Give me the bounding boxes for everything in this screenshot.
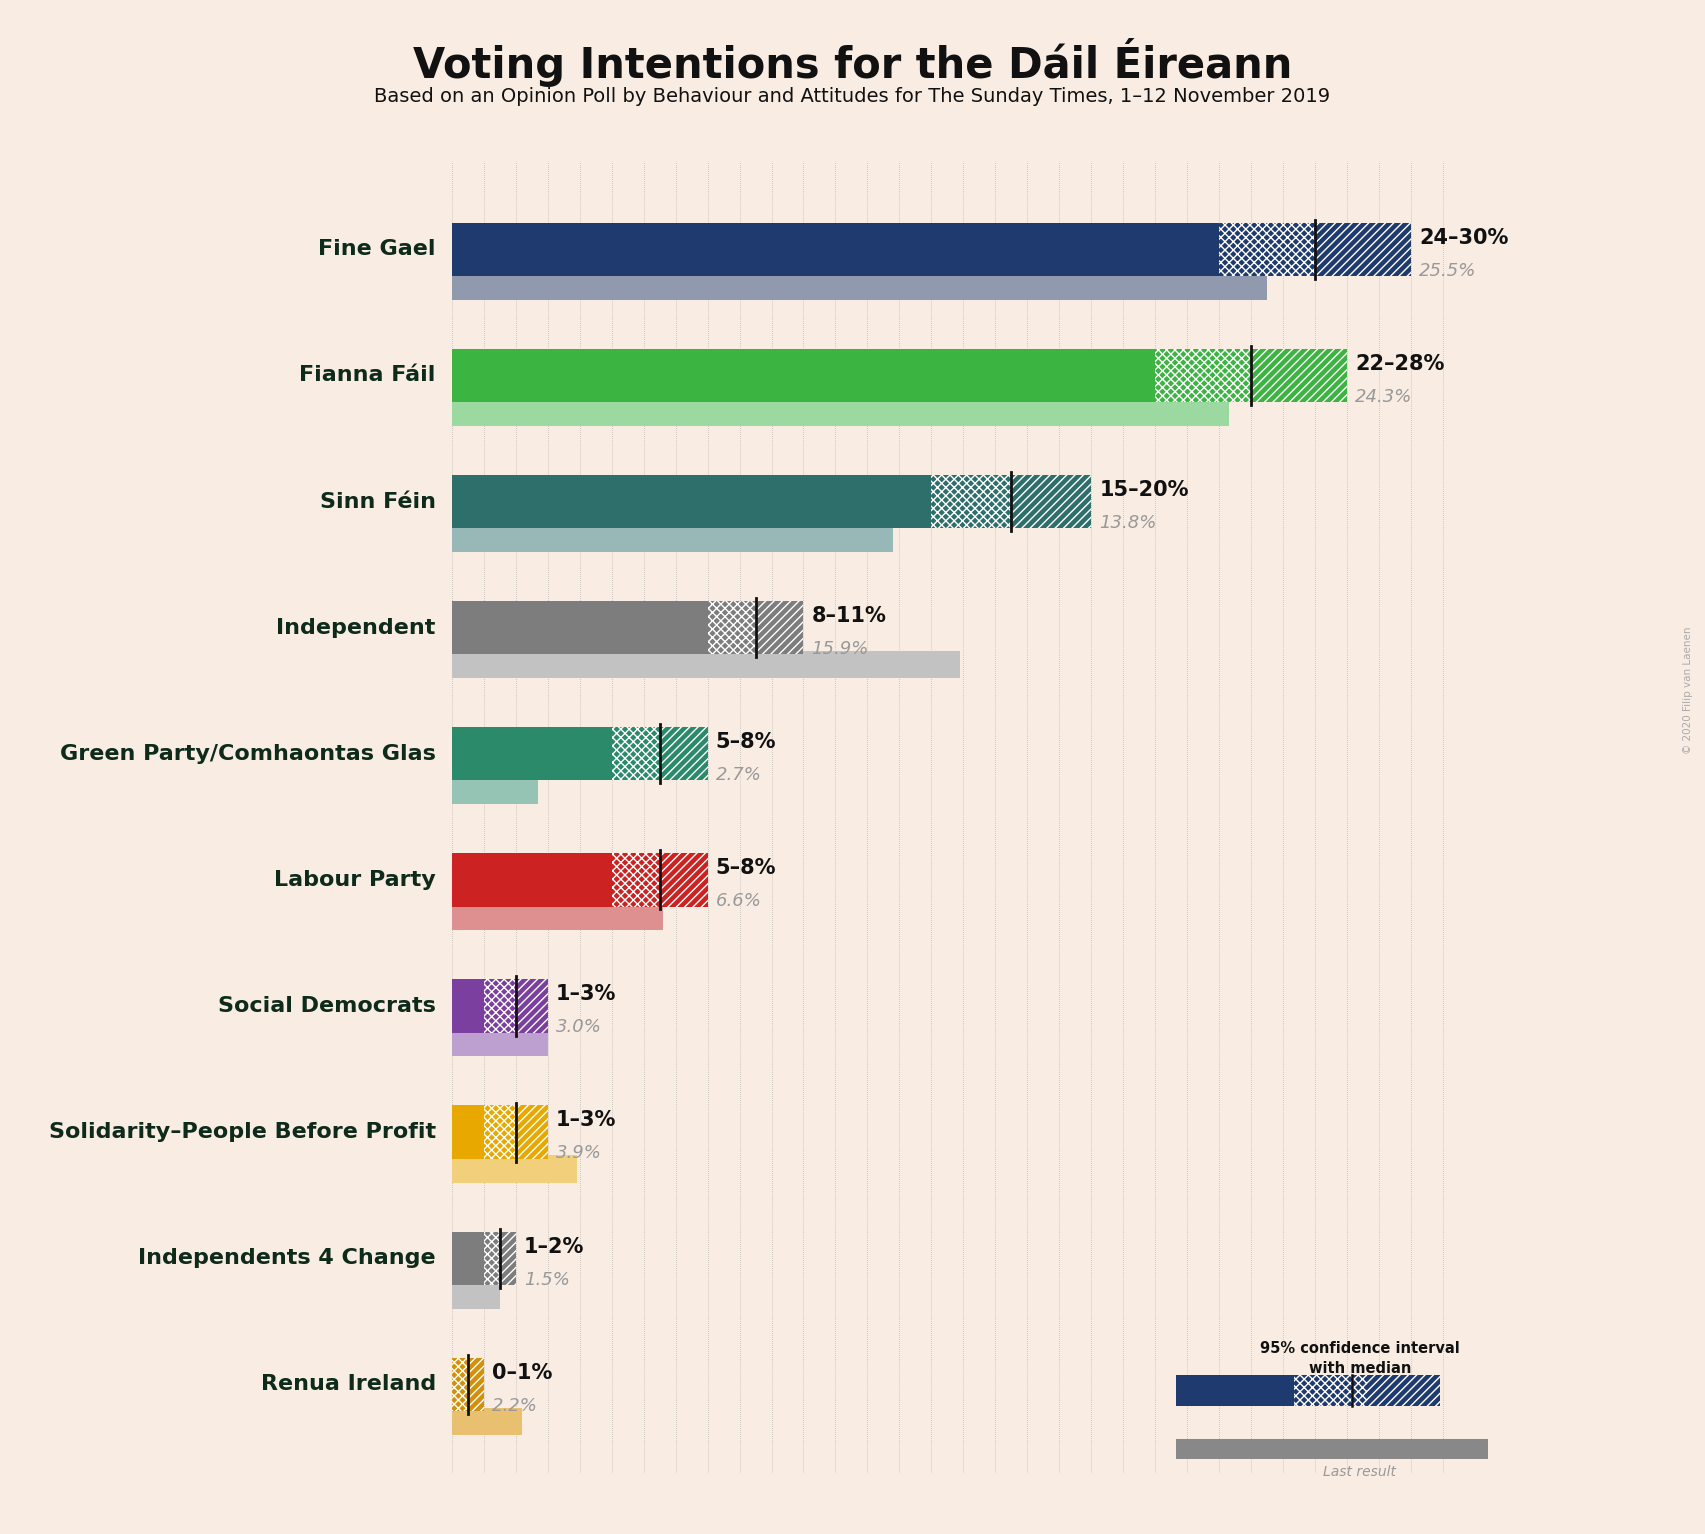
Bar: [467, 1358, 484, 1411]
Text: Voting Intentions for the Dáil Éireann: Voting Intentions for the Dáil Éireann: [413, 38, 1292, 87]
Text: 2.7%: 2.7%: [716, 765, 762, 784]
Text: 1.5%: 1.5%: [523, 1270, 569, 1289]
Bar: [1176, 1376, 1294, 1407]
Bar: [452, 222, 1219, 276]
Bar: [484, 1232, 500, 1285]
Text: 1–3%: 1–3%: [556, 1111, 616, 1131]
Text: 25.5%: 25.5%: [1419, 262, 1477, 279]
Text: Sinn Féin: Sinn Féin: [321, 491, 436, 511]
Bar: [452, 1155, 576, 1183]
Bar: [452, 1408, 522, 1434]
Text: Last result: Last result: [1323, 1465, 1396, 1479]
Bar: [517, 1106, 547, 1158]
Text: 2.2%: 2.2%: [491, 1396, 537, 1414]
Bar: [612, 853, 660, 907]
Text: 24.3%: 24.3%: [1355, 388, 1412, 407]
Text: with median: with median: [1308, 1361, 1412, 1376]
Bar: [1219, 222, 1315, 276]
Text: Renua Ireland: Renua Ireland: [261, 1374, 436, 1394]
Text: Fine Gael: Fine Gael: [319, 239, 436, 259]
Bar: [500, 1232, 517, 1285]
Bar: [452, 1029, 547, 1057]
Text: 0–1%: 0–1%: [491, 1362, 552, 1382]
Text: 3.0%: 3.0%: [556, 1019, 602, 1037]
Bar: [755, 601, 803, 655]
Bar: [452, 1106, 484, 1158]
Bar: [1294, 1376, 1367, 1407]
Bar: [708, 601, 755, 655]
Text: 8–11%: 8–11%: [812, 606, 887, 626]
Text: 6.6%: 6.6%: [716, 893, 762, 910]
Bar: [1156, 348, 1251, 402]
Bar: [1176, 1439, 1488, 1459]
Text: Based on an Opinion Poll by Behaviour and Attitudes for The Sunday Times, 1–12 N: Based on an Opinion Poll by Behaviour an…: [375, 87, 1330, 106]
Text: 5–8%: 5–8%: [716, 732, 776, 752]
Bar: [612, 727, 660, 781]
Text: 3.9%: 3.9%: [556, 1144, 602, 1163]
Text: 22–28%: 22–28%: [1355, 354, 1444, 374]
Text: 1–2%: 1–2%: [523, 1236, 585, 1256]
Bar: [452, 853, 612, 907]
Bar: [660, 853, 708, 907]
Bar: [452, 727, 612, 781]
Text: 15.9%: 15.9%: [812, 640, 870, 658]
Bar: [484, 1106, 517, 1158]
Bar: [1011, 476, 1091, 528]
Bar: [452, 650, 960, 678]
Bar: [452, 476, 931, 528]
Bar: [452, 525, 893, 552]
Text: Fianna Fáil: Fianna Fáil: [300, 365, 436, 385]
Text: Green Party/Comhaontas Glas: Green Party/Comhaontas Glas: [60, 744, 436, 764]
Bar: [452, 348, 1156, 402]
Text: Labour Party: Labour Party: [275, 870, 436, 890]
Text: Independent: Independent: [276, 618, 436, 638]
Text: 24–30%: 24–30%: [1419, 227, 1509, 247]
Bar: [517, 979, 547, 1032]
Bar: [452, 1358, 467, 1411]
Text: © 2020 Filip van Laenen: © 2020 Filip van Laenen: [1683, 626, 1693, 755]
Bar: [452, 273, 1267, 299]
Text: 5–8%: 5–8%: [716, 858, 776, 879]
Bar: [1367, 1376, 1441, 1407]
Bar: [452, 979, 484, 1032]
Bar: [452, 1281, 500, 1309]
Text: Independents 4 Change: Independents 4 Change: [138, 1249, 436, 1269]
Text: 1–3%: 1–3%: [556, 985, 616, 1005]
Bar: [452, 904, 663, 930]
Text: 15–20%: 15–20%: [1100, 480, 1188, 500]
Bar: [452, 778, 539, 804]
Text: 13.8%: 13.8%: [1100, 514, 1156, 532]
Bar: [1315, 222, 1412, 276]
Bar: [452, 399, 1229, 426]
Bar: [484, 979, 517, 1032]
Text: Solidarity–People Before Profit: Solidarity–People Before Profit: [49, 1123, 436, 1143]
Bar: [1251, 348, 1347, 402]
Bar: [931, 476, 1011, 528]
Text: Social Democrats: Social Democrats: [218, 996, 436, 1016]
Bar: [660, 727, 708, 781]
Bar: [452, 601, 708, 655]
Text: 95% confidence interval: 95% confidence interval: [1260, 1341, 1459, 1356]
Bar: [452, 1232, 484, 1285]
